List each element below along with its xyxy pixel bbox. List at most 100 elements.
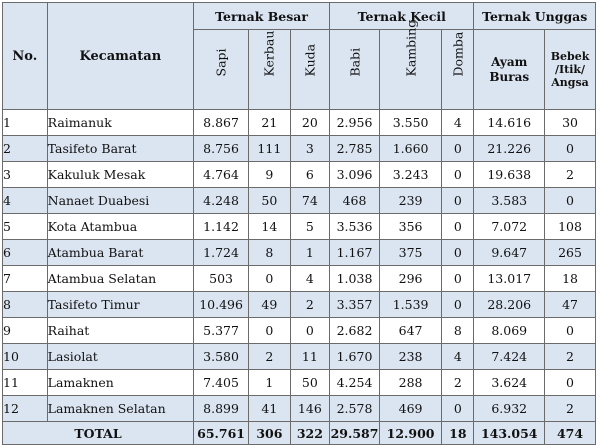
header-sapi: Sapi	[193, 29, 250, 110]
cell-babi: 2.956	[329, 109, 380, 136]
cell-kecamatan: Atambua Selatan	[46, 265, 195, 292]
cell-kerbau: 0	[248, 265, 291, 292]
total-bebek: 474	[544, 421, 596, 445]
table-row: 1 Raimanuk 8.867 21 20 2.956 3.550 4 14.616 30	[2, 109, 596, 136]
cell-sapi: 1.142	[193, 213, 250, 240]
cell-kambing: 3.243	[378, 161, 443, 188]
table-row: 11 Lamaknen 7.405 1 50 4.254 288 2 3.624 0	[2, 369, 596, 396]
cell-kambing: 1.539	[378, 291, 443, 318]
header-ayam-line2: Buras	[489, 69, 530, 84]
cell-domba: 0	[441, 395, 475, 422]
cell-kerbau: 0	[248, 317, 291, 344]
cell-domba: 0	[441, 213, 475, 240]
header-bebek-line3: Angsa	[551, 76, 589, 89]
header-bebek: Bebek /Itik/ Angsa	[544, 29, 596, 110]
cell-ayam-buras: 21.226	[473, 135, 546, 162]
cell-kerbau: 1	[248, 369, 291, 396]
cell-sapi: 7.405	[193, 369, 250, 396]
header-kecamatan: Kecamatan	[46, 2, 195, 110]
cell-domba: 8	[441, 317, 475, 344]
cell-sapi: 8.756	[193, 135, 250, 162]
cell-bebek: 0	[544, 369, 596, 396]
cell-ayam-buras: 28.206	[473, 291, 546, 318]
cell-kuda: 5	[289, 213, 331, 240]
cell-ayam-buras: 9.647	[473, 239, 546, 266]
total-label: TOTAL	[1, 421, 195, 445]
cell-kecamatan: Raihat	[46, 317, 195, 344]
cell-domba: 2	[441, 369, 475, 396]
cell-bebek: 47	[544, 291, 596, 318]
cell-kerbau: 111	[248, 135, 291, 162]
cell-kerbau: 50	[248, 187, 291, 214]
cell-domba: 4	[441, 343, 475, 370]
header-kerbau-label: Kerbau	[261, 30, 277, 77]
cell-babi: 468	[329, 187, 380, 214]
header-ayam-line1: Ayam	[491, 54, 528, 69]
cell-kecamatan: Tasifeto Barat	[46, 135, 195, 162]
header-bebek-line1: Bebek	[550, 50, 590, 63]
header-babi-label: Babi	[347, 47, 363, 77]
header-ayam-buras: Ayam Buras	[473, 29, 546, 110]
cell-bebek: 0	[544, 135, 596, 162]
cell-kecamatan: Tasifeto Timur	[46, 291, 195, 318]
cell-babi: 2.785	[329, 135, 380, 162]
cell-sapi: 8.899	[193, 395, 250, 422]
cell-babi: 1.167	[329, 239, 380, 266]
header-kambing-label: Kambing	[403, 19, 419, 77]
cell-kambing: 469	[378, 395, 443, 422]
cell-kecamatan: Nanaet Duabesi	[46, 187, 195, 214]
table-row: 9 Raihat 5.377 0 0 2.682 647 8 8.069 0	[2, 317, 596, 344]
cell-kuda: 4	[289, 265, 331, 292]
cell-babi: 1.670	[329, 343, 380, 370]
total-row: TOTAL 65.761 306 322 29.587 12.900 18 14…	[1, 421, 596, 445]
table-row: 6 Atambua Barat 1.724 8 1 1.167 375 0 9.647 265	[2, 239, 596, 266]
total-sapi: 65.761	[193, 421, 250, 445]
cell-kuda: 1	[289, 239, 331, 266]
header-ternak-besar: Ternak Besar	[193, 2, 331, 30]
cell-kecamatan: Kakuluk Mesak	[46, 161, 195, 188]
cell-kuda: 20	[289, 109, 331, 136]
total-kuda: 322	[289, 421, 331, 445]
cell-kambing: 296	[378, 265, 443, 292]
header-domba: Domba	[441, 29, 475, 110]
table-row: 3 Kakuluk Mesak 4.764 9 6 3.096 3.243 0 19.638 2	[2, 161, 596, 188]
cell-no: 7	[2, 265, 48, 292]
cell-kerbau: 8	[248, 239, 291, 266]
cell-kuda: 6	[289, 161, 331, 188]
cell-kambing: 3.550	[378, 109, 443, 136]
table-body: 1 Raimanuk 8.867 21 20 2.956 3.550 4 14.616 30 2 Ta…	[2, 109, 596, 422]
cell-kerbau: 41	[248, 395, 291, 422]
header-ternak-kecil: Ternak Kecil	[329, 2, 475, 30]
cell-kuda: 2	[289, 291, 331, 318]
cell-kecamatan: Lasiolat	[46, 343, 195, 370]
cell-kerbau: 14	[248, 213, 291, 240]
header-sapi-label: Sapi	[213, 48, 229, 77]
cell-bebek: 30	[544, 109, 596, 136]
cell-babi: 3.096	[329, 161, 380, 188]
cell-no: 9	[2, 317, 48, 344]
header-babi: Babi	[329, 29, 380, 110]
cell-kerbau: 9	[248, 161, 291, 188]
cell-domba: 4	[441, 109, 475, 136]
cell-kambing: 375	[378, 239, 443, 266]
table-row: 12 Lamaknen Selatan 8.899 41 146 2.578 469 0 6.9…	[2, 395, 596, 422]
cell-bebek: 2	[544, 395, 596, 422]
table-row: 4 Nanaet Duabesi 4.248 50 74 468 239 0 3.583 0	[2, 187, 596, 214]
cell-no: 10	[2, 343, 48, 370]
cell-kuda: 0	[289, 317, 331, 344]
cell-kambing: 238	[378, 343, 443, 370]
header-bebek-line2: /Itik/	[554, 63, 586, 76]
cell-kecamatan: Lamaknen Selatan	[46, 395, 195, 422]
cell-domba: 0	[441, 161, 475, 188]
total-kambing: 12.900	[378, 421, 443, 445]
cell-sapi: 8.867	[193, 109, 250, 136]
cell-kambing: 239	[378, 187, 443, 214]
cell-kecamatan: Raimanuk	[46, 109, 195, 136]
cell-kuda: 11	[289, 343, 331, 370]
cell-sapi: 10.496	[193, 291, 250, 318]
cell-no: 8	[2, 291, 48, 318]
cell-sapi: 3.580	[193, 343, 250, 370]
cell-ayam-buras: 6.932	[473, 395, 546, 422]
cell-bebek: 0	[544, 187, 596, 214]
